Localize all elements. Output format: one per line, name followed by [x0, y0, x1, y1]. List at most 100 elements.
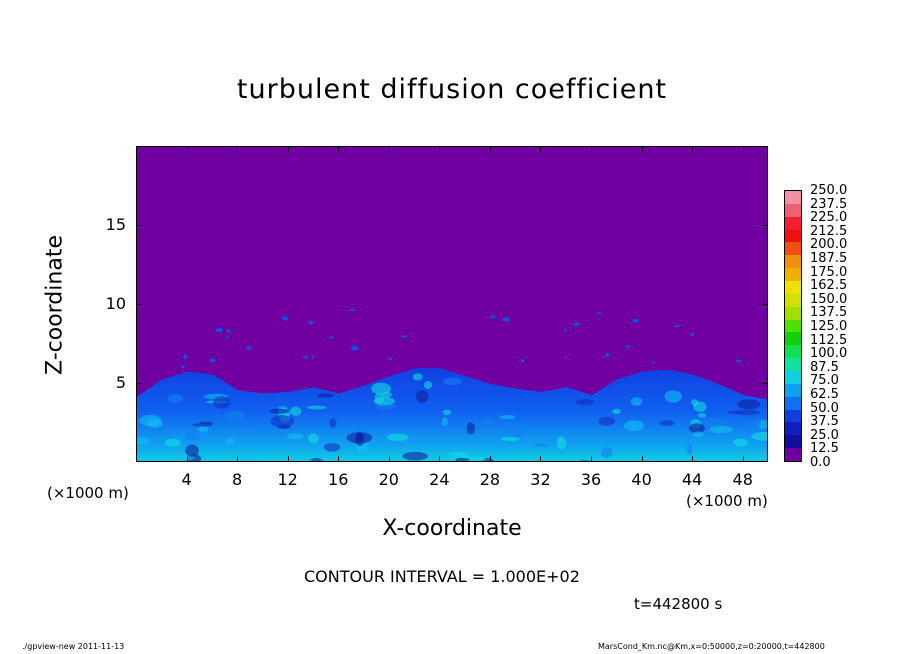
x-tick-label: 36 — [580, 470, 602, 489]
turbulence-streak — [693, 401, 707, 412]
turbulence-streak — [316, 393, 335, 398]
turbulence-streak — [735, 409, 760, 416]
turbulence-streak — [749, 421, 761, 427]
turbulence-streak — [307, 405, 327, 410]
x-tick-mark — [237, 456, 239, 462]
turbulence-streak — [726, 455, 740, 460]
x-tick-label: 24 — [429, 470, 450, 489]
turbulence-blob — [181, 364, 185, 369]
x-tick-mark-top — [591, 146, 593, 152]
x-tick-label: 16 — [328, 470, 349, 489]
x-tick-mark-top — [692, 146, 694, 152]
colorbar-label: 12.5 — [810, 441, 839, 457]
turbulence-streak — [412, 373, 423, 381]
x-tick-mark — [287, 456, 289, 462]
turbulence-streak — [509, 428, 524, 437]
colorbar-segment — [785, 358, 801, 372]
colorbar-label: 125.0 — [810, 319, 848, 334]
colorbar-segment — [785, 435, 801, 449]
turbulence-streak — [442, 409, 452, 416]
x-tick-mark — [186, 456, 188, 462]
x-tick-label: 40 — [631, 470, 652, 489]
x-tick-mark-top — [641, 146, 643, 152]
x-tick-mark — [388, 456, 390, 462]
turbulence-streak — [402, 451, 428, 461]
colorbar-label: 100.0 — [810, 346, 848, 362]
turbulence-streak — [556, 436, 567, 450]
turbulence-streak — [269, 408, 289, 414]
turbulence-streak — [329, 418, 337, 428]
turbulence-streak — [423, 381, 433, 389]
x-tick-label: 4 — [181, 470, 192, 489]
colorbar-label: 75.0 — [810, 373, 839, 389]
turbulence-blob — [226, 329, 231, 333]
plot-area — [136, 146, 768, 462]
colorbar-label: 137.5 — [810, 305, 848, 321]
turbulence-streak — [415, 390, 429, 403]
turbulence-streak — [484, 417, 493, 425]
colorbar-label: 112.5 — [810, 332, 848, 348]
x-tick-mark-top — [388, 146, 390, 152]
colorbar-segment — [785, 268, 801, 282]
turbulence-streak — [579, 460, 589, 461]
x-tick-label: 48 — [732, 470, 753, 489]
y-tick-label: 5 — [115, 373, 126, 392]
x-tick-mark-top — [338, 146, 340, 152]
turbulence-streak — [375, 403, 397, 410]
colorbar-segment — [785, 396, 801, 411]
turbulence-blob — [605, 352, 610, 358]
turbulence-blob — [674, 325, 681, 328]
turbulence-blob — [209, 358, 216, 363]
turbulence-streak — [346, 432, 373, 444]
turbulence-blob — [490, 315, 496, 319]
turbulence-streak — [758, 419, 767, 430]
turbulence-streak — [442, 377, 463, 386]
colorbar-label: 250.0 — [810, 183, 848, 198]
x-tick-label: 28 — [479, 470, 501, 489]
turbulence-streak — [167, 394, 183, 403]
turbulence-streak — [500, 437, 520, 441]
x-tick-mark-top — [439, 146, 441, 152]
x-axis-unit: (×1000 m) — [686, 492, 768, 510]
colorbar-label: 50.0 — [810, 400, 839, 416]
contour-interval: CONTOUR INTERVAL = 1.000E+02 — [304, 567, 580, 586]
x-tick-label: 32 — [530, 470, 551, 489]
x-tick-mark — [692, 456, 694, 462]
x-tick-mark — [489, 456, 491, 462]
colorbar-segment — [785, 422, 801, 436]
turbulence-streak — [164, 438, 181, 447]
turbulence-blob — [502, 317, 511, 322]
colorbar-segment — [785, 306, 801, 321]
y-axis-label: Z-coordinate — [42, 235, 68, 375]
colorbar-segment — [785, 255, 801, 269]
colorbar-segment — [785, 191, 801, 205]
turbulence-blob — [690, 332, 695, 337]
x-tick-mark — [439, 456, 441, 462]
colorbar-label: 62.5 — [810, 387, 839, 402]
colorbar-label: 37.5 — [810, 414, 839, 430]
x-tick-mark-top — [742, 146, 744, 152]
colorbar-segment — [785, 371, 801, 385]
x-tick-mark — [641, 456, 643, 462]
turbulence-streak — [369, 452, 386, 459]
turbulence-blob — [282, 316, 289, 321]
turbulence-blob — [348, 308, 356, 311]
turbulence-streak — [308, 433, 319, 444]
turbulence-streak — [232, 461, 250, 462]
y-axis-unit: (×1000 m) — [47, 484, 129, 502]
turbulence-blob — [183, 354, 188, 360]
turbulence-blob — [216, 327, 223, 333]
turbulence-blob — [626, 345, 631, 348]
turbulence-streak — [737, 399, 761, 410]
turbulence-streak — [185, 444, 199, 457]
turbulence-streak — [137, 437, 151, 445]
colorbar-label: 200.0 — [810, 237, 848, 253]
x-tick-mark-top — [237, 146, 239, 152]
turbulence-blob — [401, 335, 408, 338]
turbulence-blob — [329, 336, 334, 339]
turbulence-blob — [388, 357, 393, 361]
turbulence-streak — [443, 454, 455, 461]
turbulence-blob — [308, 320, 315, 325]
x-tick-label: 12 — [277, 470, 298, 489]
turbulence-blob — [226, 335, 229, 339]
